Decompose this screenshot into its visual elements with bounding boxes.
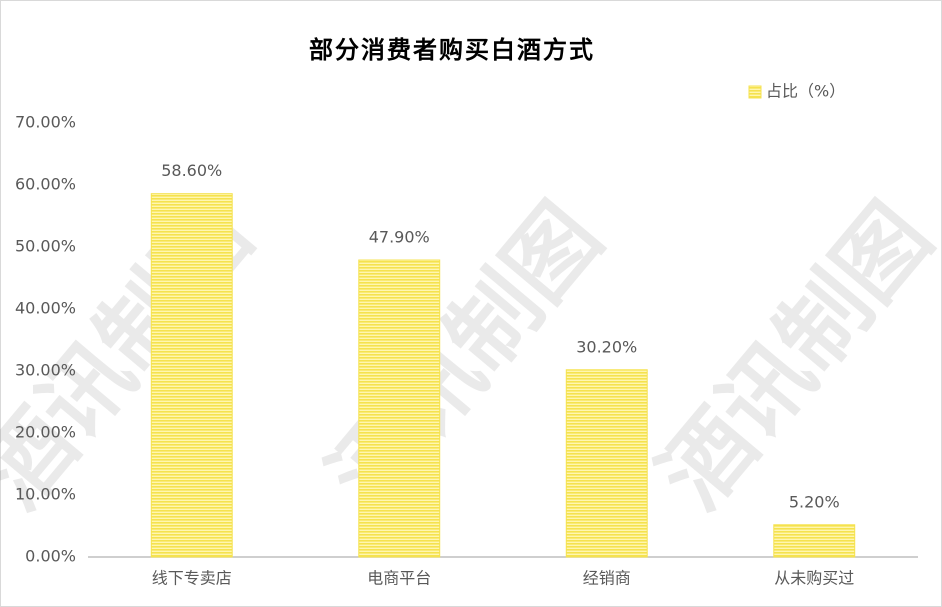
y-tick-label: 10.00%	[15, 485, 76, 504]
y-tick-label: 30.00%	[15, 361, 76, 380]
data-label: 47.90%	[369, 228, 430, 247]
y-tick-label: 70.00%	[15, 113, 76, 132]
y-tick-label: 40.00%	[15, 299, 76, 318]
x-tick-label: 线下专卖店	[152, 569, 232, 588]
bar	[773, 524, 856, 558]
x-tick-label: 经销商	[583, 569, 631, 588]
y-tick-label: 20.00%	[15, 423, 76, 442]
bar	[565, 369, 648, 558]
data-label: 30.20%	[576, 337, 637, 356]
chart-title: 部分消费者购买白酒方式	[309, 36, 595, 64]
y-tick-label: 50.00%	[15, 237, 76, 256]
data-label: 58.60%	[161, 161, 222, 180]
x-tick-label: 从未购买过	[774, 569, 854, 588]
y-tick-label: 0.00%	[25, 547, 76, 566]
x-tick-label: 电商平台	[367, 569, 431, 588]
legend-label: 占比（%）	[766, 82, 845, 101]
bar	[150, 193, 233, 558]
bar	[358, 259, 441, 558]
data-label: 5.20%	[789, 492, 840, 511]
y-tick-label: 60.00%	[15, 175, 76, 194]
legend-swatch	[748, 85, 762, 99]
